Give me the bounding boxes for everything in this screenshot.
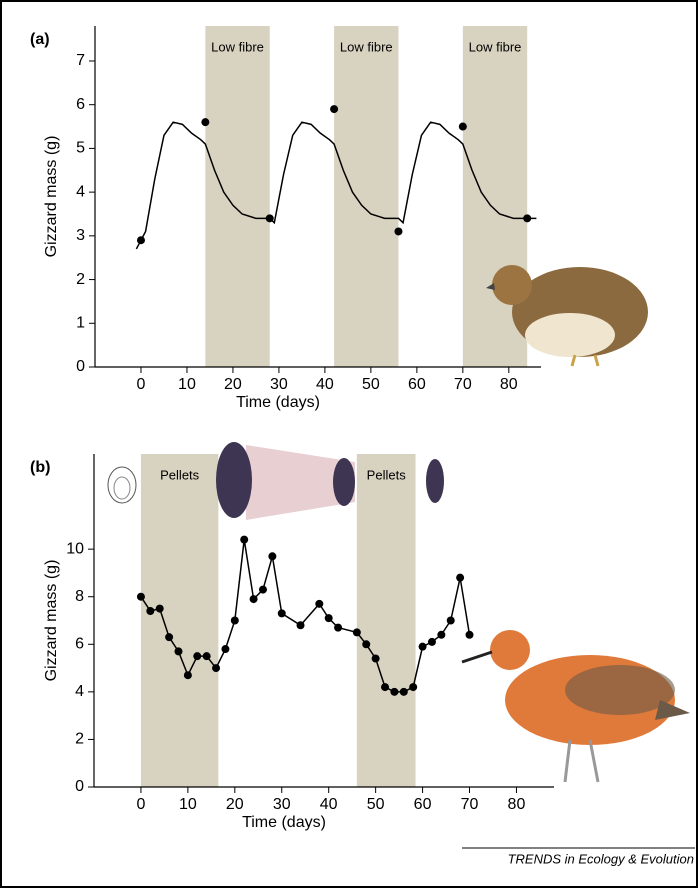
- data-point: [297, 621, 305, 629]
- shaded-band: [357, 454, 416, 787]
- data-point: [221, 645, 229, 653]
- band-label: Low fibre: [211, 39, 264, 54]
- y-tick-label: 3: [76, 227, 85, 244]
- panel-label: (a): [30, 31, 50, 48]
- figure: TRENDS in Ecology & Evolution Low fibre L…: [0, 0, 698, 888]
- shaded-band: [141, 454, 218, 787]
- data-point: [409, 683, 417, 691]
- shaded-band: [205, 26, 269, 367]
- data-point: [240, 536, 248, 544]
- data-point: [325, 614, 333, 622]
- data-point: [315, 600, 323, 608]
- y-tick-label: 6: [75, 636, 84, 653]
- y-axis-label: Gizzard mass (g): [43, 560, 60, 682]
- knot-illustration: [462, 630, 690, 782]
- data-point: [334, 624, 342, 632]
- x-tick-label: 80: [508, 796, 526, 813]
- y-tick-label: 10: [66, 540, 84, 557]
- x-tick-label: 30: [270, 376, 288, 393]
- y-tick-label: 0: [75, 778, 84, 795]
- data-point: [523, 214, 531, 222]
- data-point: [428, 638, 436, 646]
- footer: TRENDS in Ecology & Evolution: [508, 851, 694, 866]
- x-axis-label: Time (days): [236, 394, 320, 411]
- data-point: [466, 631, 474, 639]
- y-tick-label: 2: [75, 731, 84, 748]
- data-point: [146, 607, 154, 615]
- data-point: [400, 688, 408, 696]
- y-tick-label: 8: [75, 588, 84, 605]
- x-tick-label: 20: [224, 376, 242, 393]
- y-tick-label: 0: [76, 358, 85, 375]
- data-point: [250, 595, 258, 603]
- data-point: [231, 617, 239, 625]
- data-point: [212, 664, 220, 672]
- y-tick-label: 6: [76, 96, 85, 113]
- x-tick-label: 20: [226, 796, 244, 813]
- band-label: Low fibre: [469, 39, 522, 54]
- band-label: Low fibre: [340, 39, 393, 54]
- x-tick-label: 80: [500, 376, 518, 393]
- data-point: [372, 655, 380, 663]
- shaded-band: [334, 26, 398, 367]
- data-point: [137, 593, 145, 601]
- x-tick-label: 40: [320, 796, 338, 813]
- x-tick-label: 60: [414, 796, 432, 813]
- data-point: [174, 647, 182, 655]
- band-label: Pellets: [160, 467, 200, 482]
- data-point: [201, 118, 209, 126]
- data-point: [381, 683, 389, 691]
- data-point: [165, 633, 173, 641]
- data-point: [156, 605, 164, 613]
- x-axis-label: Time (days): [242, 814, 326, 831]
- data-point: [330, 105, 338, 113]
- data-point: [184, 671, 192, 679]
- x-tick-label: 10: [178, 376, 196, 393]
- y-tick-label: 4: [75, 683, 84, 700]
- x-tick-label: 40: [316, 376, 334, 393]
- y-tick-label: 4: [76, 183, 85, 200]
- y-tick-label: 7: [76, 52, 85, 69]
- panel-label: (b): [30, 459, 50, 476]
- data-point: [266, 214, 274, 222]
- x-tick-label: 0: [137, 376, 146, 393]
- x-tick-label: 30: [273, 796, 291, 813]
- data-point: [437, 631, 445, 639]
- data-point: [362, 640, 370, 648]
- data-point: [419, 643, 427, 651]
- data-point: [193, 652, 201, 660]
- y-axis-label: Gizzard mass (g): [43, 136, 60, 258]
- x-tick-label: 60: [408, 376, 426, 393]
- x-tick-label: 0: [136, 796, 145, 813]
- y-tick-label: 5: [76, 140, 85, 157]
- x-tick-label: 70: [454, 376, 472, 393]
- data-point: [353, 628, 361, 636]
- data-point: [278, 609, 286, 617]
- data-point: [259, 586, 267, 594]
- data-point: [137, 236, 145, 244]
- x-tick-label: 10: [179, 796, 197, 813]
- data-point: [203, 652, 211, 660]
- x-tick-label: 50: [367, 796, 385, 813]
- x-tick-label: 70: [461, 796, 479, 813]
- data-point: [459, 123, 467, 131]
- data-point: [394, 227, 402, 235]
- x-tick-label: 50: [362, 376, 380, 393]
- data-point: [390, 688, 398, 696]
- y-tick-label: 1: [76, 315, 85, 332]
- data-point: [447, 617, 455, 625]
- y-tick-label: 2: [76, 271, 85, 288]
- data-point: [456, 574, 464, 582]
- data-point: [268, 552, 276, 560]
- band-label: Pellets: [367, 467, 407, 482]
